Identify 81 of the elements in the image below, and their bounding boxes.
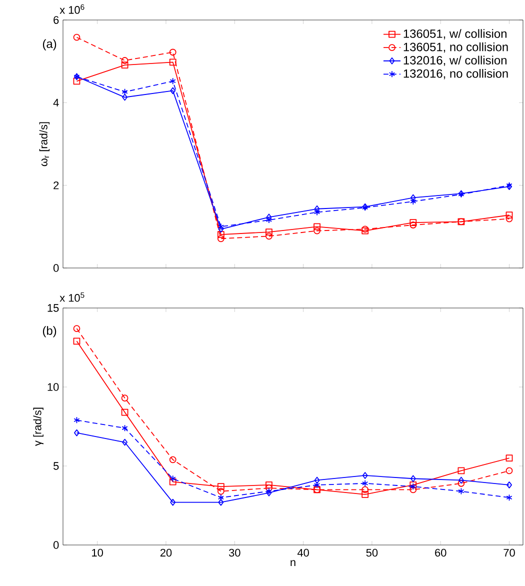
point xyxy=(314,208,320,216)
point xyxy=(458,476,464,484)
y-tick-label: 5 xyxy=(53,462,59,470)
legend-label: 132016, w/ collision xyxy=(404,56,506,66)
point xyxy=(73,338,80,345)
point xyxy=(362,486,369,494)
point xyxy=(217,231,224,238)
point xyxy=(121,394,128,402)
y-tick-label: 6 xyxy=(54,16,59,24)
point xyxy=(121,57,128,64)
point xyxy=(169,456,176,464)
point xyxy=(362,490,369,498)
x-tick-label: 50 xyxy=(366,548,378,557)
point xyxy=(314,227,320,234)
point xyxy=(122,424,128,432)
point xyxy=(458,467,465,474)
point xyxy=(362,472,368,479)
point xyxy=(122,438,128,446)
y-tick-label: 4 xyxy=(53,98,59,106)
y-tick-label: 0 xyxy=(53,541,59,549)
point xyxy=(170,475,176,482)
point xyxy=(73,78,80,85)
x-tick-label: 60 xyxy=(435,548,446,557)
point xyxy=(218,226,224,233)
point xyxy=(73,325,80,332)
legend-label: 132016, no collision xyxy=(404,69,508,80)
x-tick-label: 10 xyxy=(92,548,103,557)
y-tick-label: 15 xyxy=(48,304,59,312)
legend-label: 136051, w/ collision xyxy=(404,29,506,40)
point xyxy=(506,215,513,222)
point xyxy=(410,475,416,482)
point xyxy=(170,87,176,94)
text: (a) xyxy=(42,39,56,50)
point xyxy=(266,216,272,224)
point xyxy=(314,482,320,488)
point xyxy=(362,480,368,487)
y-axis-title: γ [rad/s] xyxy=(33,408,44,446)
point xyxy=(169,48,176,56)
text: x 10$^{6}$ xyxy=(60,4,84,14)
point xyxy=(458,488,464,495)
point xyxy=(74,429,80,436)
point xyxy=(121,408,128,416)
point xyxy=(121,62,128,68)
point xyxy=(458,480,465,487)
point xyxy=(217,235,224,242)
point xyxy=(506,494,512,502)
point xyxy=(170,78,176,85)
point xyxy=(506,454,513,462)
point xyxy=(170,498,176,506)
text: x 10$^{5}$ xyxy=(60,292,84,302)
point xyxy=(217,483,224,490)
point xyxy=(314,476,320,484)
point xyxy=(218,223,224,230)
point xyxy=(169,58,176,66)
point xyxy=(266,232,272,240)
point xyxy=(314,205,320,212)
x-tick-label: 20 xyxy=(160,548,172,557)
x-axis-title: n xyxy=(290,560,296,566)
x-tick-label: 40 xyxy=(297,548,309,557)
point xyxy=(266,482,272,488)
point xyxy=(410,198,416,205)
point xyxy=(410,219,417,226)
point xyxy=(314,223,320,230)
point xyxy=(410,222,417,228)
x-tick-label: 30 xyxy=(228,548,240,557)
x-tick-label: 70 xyxy=(504,548,515,557)
point xyxy=(169,478,176,486)
point xyxy=(217,488,224,495)
y-tick-label: 10 xyxy=(48,383,59,391)
point xyxy=(410,194,416,202)
point xyxy=(73,34,80,41)
point xyxy=(506,212,513,219)
legend-label: 136051, no collision xyxy=(404,42,508,53)
point xyxy=(266,228,272,236)
point xyxy=(506,467,513,474)
y-tick-label: 2 xyxy=(54,182,59,190)
text: (b) xyxy=(42,326,56,338)
y-axis-title: ω$_{r}$ [rad/s] xyxy=(39,122,50,166)
point xyxy=(506,482,512,488)
point xyxy=(74,416,80,424)
y-tick-label: 0 xyxy=(53,264,59,272)
